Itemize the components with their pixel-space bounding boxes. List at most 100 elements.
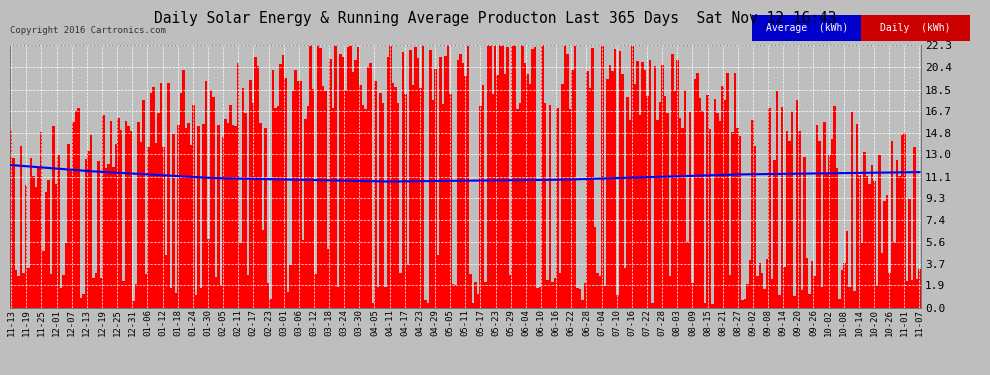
Bar bbox=[701, 111, 704, 308]
Bar bbox=[579, 289, 581, 308]
Bar bbox=[294, 70, 297, 308]
Bar bbox=[798, 131, 801, 308]
Bar bbox=[327, 249, 330, 308]
Bar bbox=[242, 88, 245, 308]
Bar bbox=[59, 288, 62, 308]
Bar bbox=[589, 88, 591, 308]
Bar bbox=[52, 126, 54, 308]
Bar bbox=[237, 63, 240, 308]
Bar bbox=[539, 286, 542, 308]
Bar bbox=[734, 73, 736, 308]
Bar bbox=[202, 124, 205, 308]
Bar bbox=[402, 51, 404, 308]
Bar bbox=[397, 103, 399, 308]
Bar bbox=[714, 99, 716, 308]
Bar bbox=[474, 282, 476, 308]
Bar bbox=[302, 240, 304, 308]
Bar bbox=[409, 50, 412, 308]
Bar bbox=[596, 273, 599, 308]
Bar bbox=[225, 119, 227, 308]
Bar bbox=[819, 141, 821, 308]
Bar bbox=[205, 81, 207, 308]
Bar bbox=[499, 45, 502, 308]
Bar bbox=[509, 275, 512, 308]
Bar bbox=[624, 268, 627, 308]
Bar bbox=[427, 303, 429, 307]
Bar bbox=[661, 65, 663, 308]
Bar bbox=[304, 118, 307, 308]
Bar bbox=[379, 93, 382, 308]
Bar bbox=[783, 267, 786, 308]
Bar bbox=[574, 45, 576, 308]
Bar bbox=[45, 192, 48, 308]
Bar bbox=[320, 48, 322, 308]
Bar bbox=[369, 63, 371, 308]
Bar bbox=[564, 45, 566, 308]
Bar bbox=[67, 144, 69, 308]
Bar bbox=[627, 97, 629, 308]
Bar bbox=[883, 201, 886, 308]
Bar bbox=[62, 275, 64, 308]
Bar bbox=[330, 59, 332, 308]
Bar bbox=[197, 126, 200, 308]
Bar bbox=[743, 299, 746, 307]
Bar bbox=[138, 122, 140, 308]
Bar bbox=[517, 109, 519, 307]
Bar bbox=[422, 45, 424, 308]
Bar bbox=[709, 129, 711, 308]
Bar bbox=[232, 125, 235, 308]
Bar bbox=[761, 273, 763, 308]
Bar bbox=[282, 55, 284, 308]
Bar bbox=[756, 276, 758, 308]
Bar bbox=[656, 120, 658, 308]
Bar bbox=[466, 45, 469, 308]
Bar bbox=[739, 136, 742, 308]
Bar bbox=[442, 104, 445, 308]
Bar bbox=[404, 94, 407, 308]
Bar bbox=[742, 300, 743, 307]
Bar bbox=[20, 146, 23, 308]
Bar bbox=[686, 243, 689, 308]
Bar bbox=[356, 47, 359, 308]
Bar bbox=[28, 268, 30, 308]
Bar bbox=[82, 294, 85, 308]
Bar bbox=[719, 121, 721, 308]
Bar bbox=[821, 287, 824, 308]
Bar bbox=[317, 45, 320, 308]
Bar bbox=[569, 109, 571, 307]
Bar bbox=[148, 147, 149, 308]
Bar bbox=[445, 56, 446, 308]
Bar bbox=[871, 165, 873, 308]
Bar bbox=[407, 265, 409, 308]
Bar bbox=[853, 291, 855, 308]
Bar bbox=[315, 274, 317, 308]
Bar bbox=[279, 64, 282, 308]
Bar bbox=[289, 265, 292, 308]
Bar bbox=[768, 108, 771, 308]
Bar bbox=[861, 15, 970, 41]
Bar bbox=[374, 81, 377, 308]
Bar bbox=[542, 45, 544, 308]
Bar bbox=[524, 63, 527, 308]
Bar bbox=[149, 93, 152, 308]
Bar bbox=[644, 70, 646, 308]
Bar bbox=[97, 160, 100, 308]
Text: Copyright 2016 Cartronics.com: Copyright 2016 Cartronics.com bbox=[10, 26, 165, 35]
Bar bbox=[152, 87, 154, 308]
Bar bbox=[763, 290, 766, 308]
Bar bbox=[230, 105, 232, 308]
Bar bbox=[251, 103, 254, 308]
Bar bbox=[240, 243, 242, 308]
Bar bbox=[340, 54, 342, 307]
Bar bbox=[481, 85, 484, 308]
Bar bbox=[839, 299, 841, 307]
Bar bbox=[911, 280, 913, 308]
Bar bbox=[809, 294, 811, 308]
Bar bbox=[210, 90, 212, 308]
Bar bbox=[913, 147, 916, 308]
Bar bbox=[581, 300, 584, 307]
Bar bbox=[534, 46, 537, 308]
Bar bbox=[335, 45, 337, 308]
Bar bbox=[494, 45, 497, 308]
Bar bbox=[893, 242, 896, 308]
